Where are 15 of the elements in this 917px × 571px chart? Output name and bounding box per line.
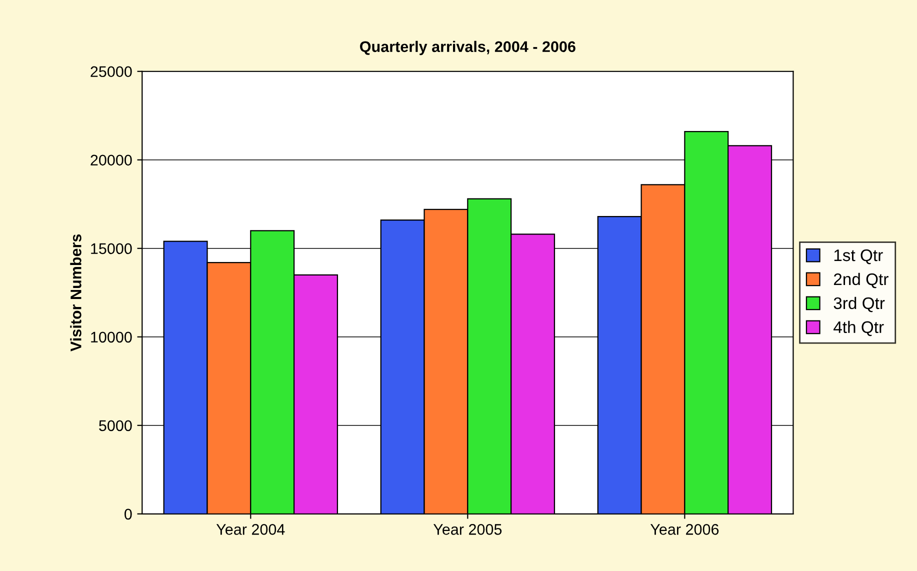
legend-label: 3rd Qtr bbox=[834, 296, 885, 312]
y-tick-label: 5000 bbox=[99, 420, 132, 432]
y-tick-label: 10000 bbox=[91, 332, 132, 343]
y-axis-title: Visitor Numbers bbox=[70, 234, 82, 352]
x-tick-label: Year 2005 bbox=[433, 524, 502, 535]
y-tick-label: 20000 bbox=[90, 154, 132, 166]
y-tick-label: 25000 bbox=[90, 66, 132, 78]
x-tick-label: Year 2006 bbox=[650, 524, 719, 535]
x-tick-label: Year 2004 bbox=[216, 524, 285, 535]
y-tick-label: 15000 bbox=[91, 243, 132, 254]
legend-label: 4th Qtr bbox=[834, 320, 884, 336]
legend-label: 1st Qtr bbox=[834, 249, 883, 264]
legend-label: 2nd Qtr bbox=[834, 272, 888, 288]
chart-title: Quarterly arrivals, 2004 - 2006 bbox=[360, 40, 576, 56]
y-tick-label: 0 bbox=[124, 508, 132, 520]
